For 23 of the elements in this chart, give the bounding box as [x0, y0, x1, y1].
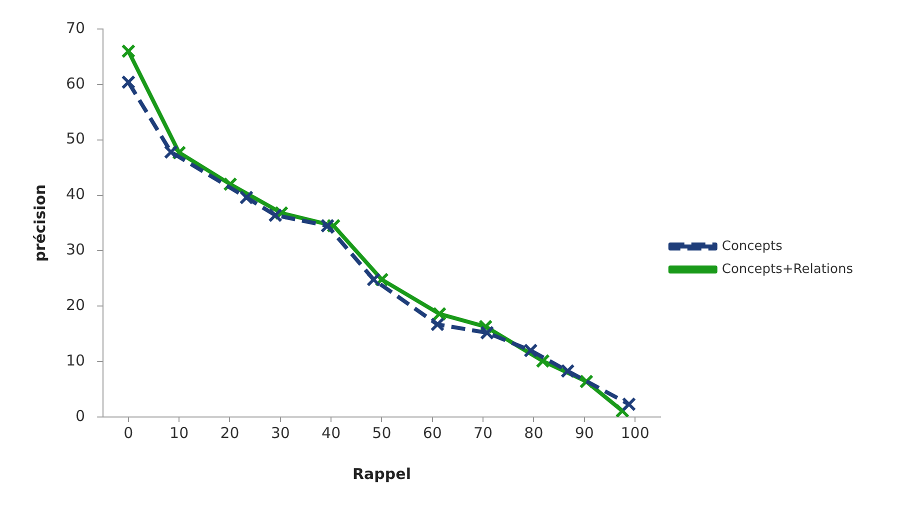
x-tick-label: 100 [620, 424, 650, 442]
x-tick-label: 10 [170, 424, 189, 442]
legend-label: Concepts [722, 238, 783, 254]
y-tick-label: 30 [66, 240, 86, 259]
x-axis-title: Rappel [352, 464, 411, 483]
y-axis-title: précision [30, 184, 49, 262]
y-tick-label: 20 [66, 296, 86, 314]
y-tick-label: 60 [66, 74, 86, 92]
x-tick-label: 20 [220, 424, 240, 442]
x-tick-label: 0 [124, 424, 134, 442]
y-tick-label: 0 [76, 406, 86, 425]
x-tick-label: 60 [422, 424, 442, 442]
legend-label: Concepts+Relations [722, 262, 854, 277]
y-tick-label: 10 [66, 351, 86, 370]
x-tick-label: 30 [270, 424, 290, 442]
y-tick-label: 40 [66, 185, 86, 204]
x-tick-label: 70 [474, 424, 493, 442]
x-tick-label: 80 [524, 424, 544, 442]
y-tick-label: 70 [66, 18, 86, 37]
x-tick-label: 90 [574, 424, 594, 442]
x-tick-label: 50 [372, 424, 392, 442]
x-tick-label: 40 [322, 424, 341, 442]
y-tick-label: 50 [66, 130, 86, 148]
